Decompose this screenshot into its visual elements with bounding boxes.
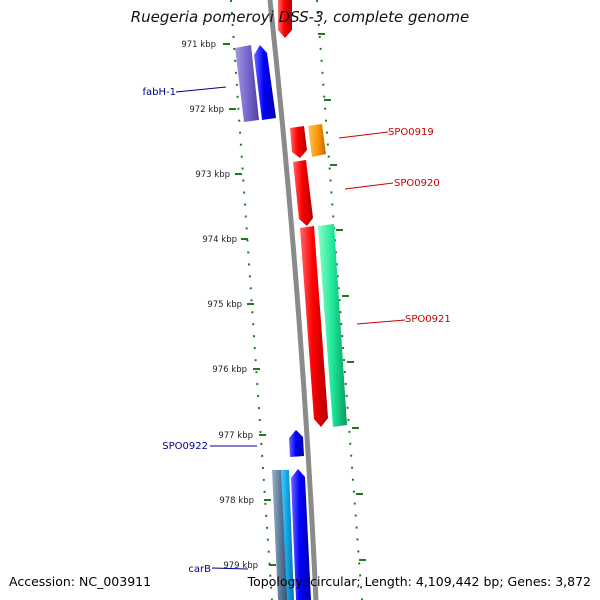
gene-fabH-1[interactable] bbox=[235, 45, 259, 122]
right-scale-track bbox=[316, 0, 363, 600]
kbp-labels: 971 kbp 972 kbp 973 kbp 974 kbp 975 kbp … bbox=[181, 40, 258, 571]
kbp-label: 975 kbp bbox=[207, 300, 242, 310]
gene-green-974[interactable] bbox=[318, 224, 347, 427]
gene-slate[interactable] bbox=[272, 470, 287, 600]
gene-SPO0921[interactable] bbox=[300, 226, 328, 427]
left-scale-track bbox=[230, 0, 273, 600]
topology-label: Topology: circular; Length: 4,109,442 bp… bbox=[247, 574, 591, 589]
kbp-label: 972 kbp bbox=[189, 105, 224, 115]
gene-label-SPO0920[interactable]: SPO0920 bbox=[394, 178, 440, 189]
kbp-label: 978 kbp bbox=[219, 496, 254, 506]
gene-features bbox=[235, 0, 347, 600]
gene-top-partial[interactable] bbox=[278, 0, 292, 38]
gene-SPO0922[interactable] bbox=[289, 430, 304, 457]
kbp-label: 979 kbp bbox=[223, 561, 258, 571]
genome-backbone bbox=[267, 0, 319, 600]
left-major-ticks bbox=[223, 43, 276, 566]
kbp-label: 974 kbp bbox=[202, 235, 237, 245]
gene-SPO0920[interactable] bbox=[293, 160, 313, 226]
label-connectors bbox=[175, 86, 406, 570]
gene-label-SPO0919[interactable]: SPO0919 bbox=[388, 127, 434, 138]
gene-carB[interactable] bbox=[291, 469, 311, 600]
gene-label-fabH-1[interactable]: fabH-1 bbox=[143, 87, 177, 98]
kbp-label: 971 kbp bbox=[181, 40, 216, 50]
gene-label-carB[interactable]: carB bbox=[188, 564, 211, 575]
kbp-label: 976 kbp bbox=[212, 365, 247, 375]
genome-title: Ruegeria pomeroyi DSS-3, complete genome bbox=[130, 8, 470, 26]
gene-label-SPO0921[interactable]: SPO0921 bbox=[405, 314, 451, 325]
accession-label: Accession: NC_003911 bbox=[9, 574, 152, 589]
gene-label-SPO0922[interactable]: SPO0922 bbox=[162, 441, 208, 452]
gene-SPO0919-orange[interactable] bbox=[308, 124, 326, 157]
gene-SPO0919[interactable] bbox=[290, 126, 307, 158]
right-major-ticks bbox=[318, 33, 366, 561]
gene-blue-971[interactable] bbox=[254, 45, 276, 120]
kbp-label: 973 kbp bbox=[195, 170, 230, 180]
kbp-label: 977 kbp bbox=[218, 431, 253, 441]
